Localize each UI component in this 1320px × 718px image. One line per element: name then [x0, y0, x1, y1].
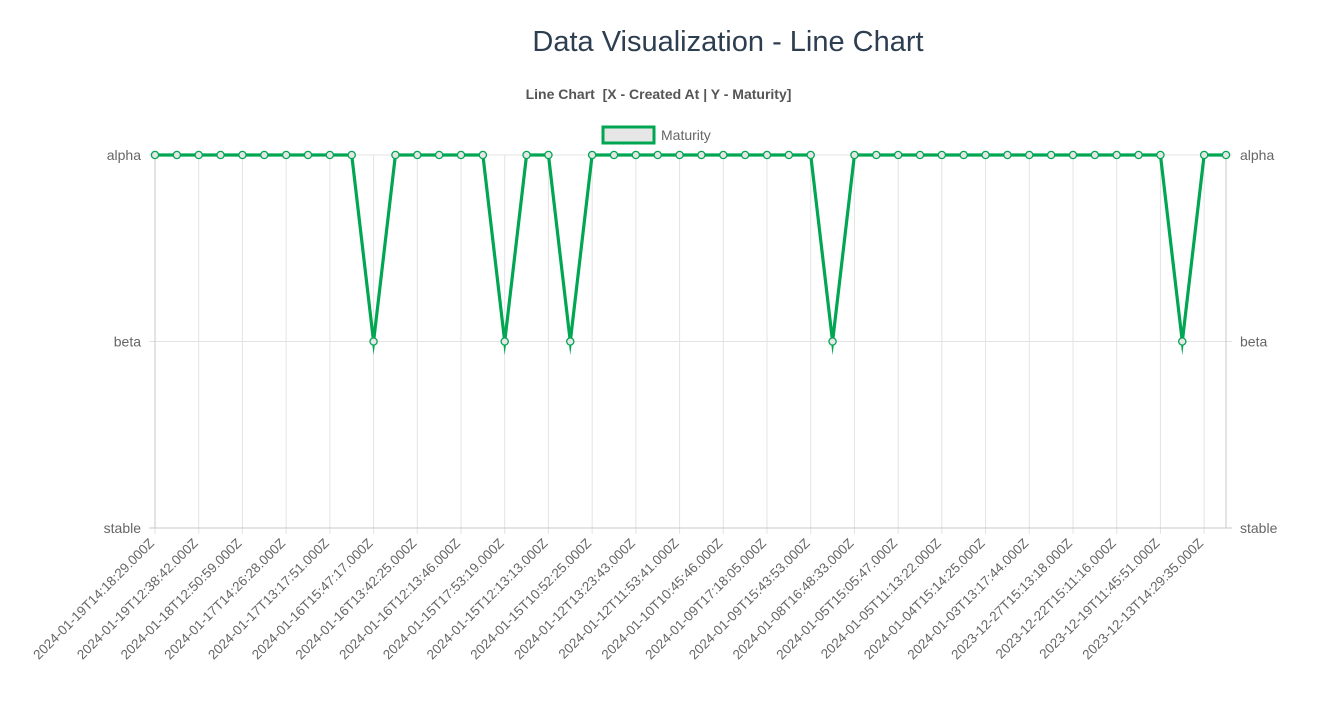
- legend[interactable]: Maturity: [601, 125, 711, 145]
- data-point[interactable]: [893, 150, 903, 160]
- data-point[interactable]: [500, 337, 509, 346]
- legend-swatch-maturity[interactable]: [601, 125, 656, 145]
- data-point[interactable]: [1178, 337, 1187, 346]
- data-point[interactable]: [587, 150, 597, 160]
- legend-label-maturity[interactable]: Maturity: [661, 127, 711, 143]
- data-point[interactable]: [784, 150, 794, 160]
- axes: [154, 155, 1227, 528]
- data-point[interactable]: [828, 337, 837, 346]
- data-point[interactable]: [478, 150, 488, 160]
- data-point[interactable]: [675, 150, 684, 160]
- data-point[interactable]: [325, 150, 335, 160]
- y-tick-label-left: alpha: [107, 147, 141, 163]
- data-point[interactable]: [391, 150, 400, 160]
- data-point[interactable]: [1156, 150, 1165, 160]
- y-tick-label-left: beta: [114, 334, 141, 350]
- data-point[interactable]: [434, 150, 444, 160]
- data-point[interactable]: [609, 150, 619, 160]
- data-point[interactable]: [1199, 150, 1209, 160]
- data-point[interactable]: [697, 150, 706, 160]
- data-point[interactable]: [872, 150, 881, 160]
- data-point[interactable]: [850, 150, 859, 160]
- series-line-maturity: [155, 153, 1226, 356]
- page-title: Data Visualization - Line Chart: [532, 26, 924, 58]
- data-point[interactable]: [762, 150, 772, 160]
- data-point[interactable]: [1003, 150, 1012, 160]
- data-point[interactable]: [1221, 150, 1231, 160]
- data-point[interactable]: [522, 150, 531, 160]
- series-layer: [150, 150, 1231, 356]
- data-point[interactable]: [959, 150, 968, 160]
- data-point[interactable]: [653, 150, 662, 160]
- data-point[interactable]: [303, 150, 313, 160]
- grid: [149, 154, 1232, 534]
- data-point[interactable]: [238, 150, 247, 160]
- data-point[interactable]: [544, 150, 553, 160]
- data-point[interactable]: [631, 150, 641, 160]
- data-point[interactable]: [456, 150, 466, 160]
- data-point[interactable]: [1046, 150, 1056, 160]
- data-point[interactable]: [150, 150, 160, 160]
- data-point[interactable]: [347, 150, 356, 160]
- data-point[interactable]: [981, 150, 990, 160]
- data-point[interactable]: [260, 150, 269, 160]
- data-point[interactable]: [566, 337, 575, 346]
- data-point[interactable]: [806, 150, 815, 160]
- data-point[interactable]: [1068, 150, 1078, 160]
- data-point[interactable]: [915, 150, 925, 160]
- y-tick-label-left: stable: [104, 520, 142, 536]
- data-point[interactable]: [216, 150, 225, 160]
- y-axis-left: stable beta alpha: [104, 147, 142, 536]
- data-point[interactable]: [369, 337, 378, 346]
- data-point[interactable]: [281, 150, 291, 160]
- data-point[interactable]: [413, 150, 422, 160]
- data-point[interactable]: [1025, 150, 1034, 160]
- data-point[interactable]: [937, 150, 947, 160]
- y-axis-right: stable beta alpha: [1240, 147, 1278, 536]
- data-point[interactable]: [1090, 150, 1100, 160]
- data-point[interactable]: [1134, 150, 1143, 160]
- chart-title: Line Chart [X - Created At | Y - Maturit…: [525, 86, 792, 102]
- data-point[interactable]: [740, 150, 750, 160]
- y-tick-label-right: alpha: [1240, 147, 1274, 163]
- data-point[interactable]: [1112, 150, 1121, 160]
- y-tick-label-right: beta: [1240, 334, 1267, 350]
- data-point[interactable]: [172, 150, 182, 160]
- x-axis: 2024-01-19T14:18:29.000Z2024-01-19T12:38…: [30, 536, 1206, 663]
- data-point[interactable]: [719, 150, 728, 160]
- data-point[interactable]: [194, 150, 203, 160]
- y-tick-label-right: stable: [1240, 520, 1278, 536]
